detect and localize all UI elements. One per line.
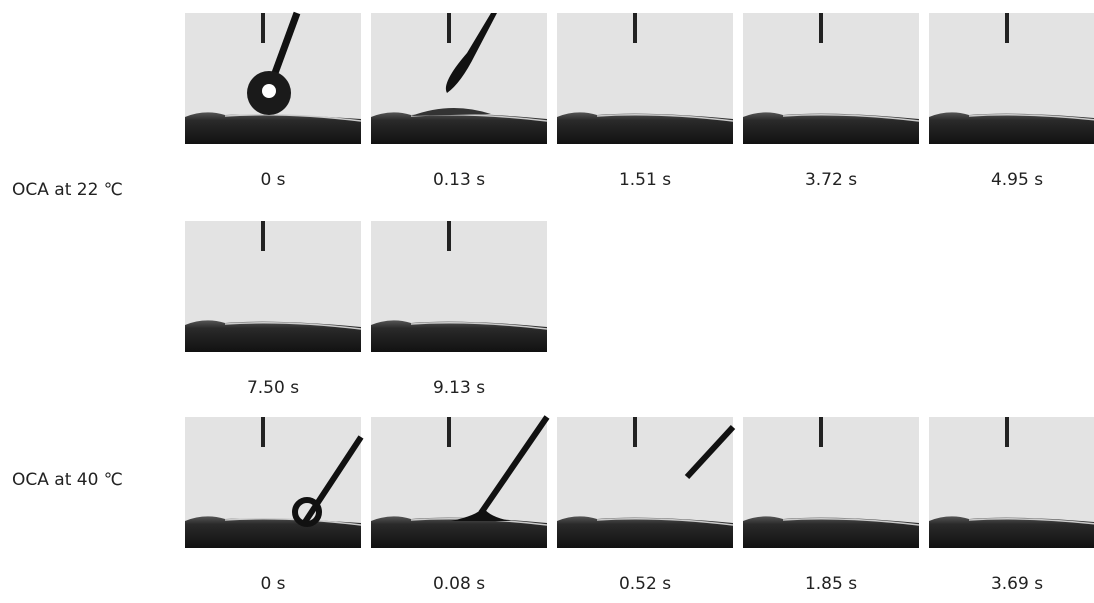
substrate xyxy=(185,320,361,352)
photo-frame xyxy=(929,13,1094,144)
photo-frame xyxy=(185,221,361,352)
time-label: 0 s xyxy=(260,574,285,594)
time-label: 7.50 s xyxy=(247,378,299,398)
row-label: OCA at 22 ℃ xyxy=(12,180,123,200)
photo-frame xyxy=(557,417,733,548)
droplet-glint xyxy=(262,84,276,98)
photo-frame xyxy=(557,13,733,144)
substrate xyxy=(743,516,919,548)
substrate xyxy=(371,320,547,352)
time-label: 0 s xyxy=(260,170,285,190)
time-label: 1.51 s xyxy=(619,170,671,190)
photo-frame xyxy=(371,13,547,144)
time-label: 0.13 s xyxy=(433,170,485,190)
photo-frame xyxy=(185,417,361,548)
time-label: 9.13 s xyxy=(433,378,485,398)
time-label: 4.95 s xyxy=(991,170,1043,190)
photo-frame xyxy=(743,417,919,548)
substrate xyxy=(557,112,733,144)
substrate xyxy=(371,516,547,548)
photo-frame xyxy=(929,417,1094,548)
row-label: OCA at 40 ℃ xyxy=(12,470,123,490)
time-label: 0.52 s xyxy=(619,574,671,594)
substrate xyxy=(743,112,919,144)
substrate xyxy=(557,516,733,548)
substrate xyxy=(371,112,547,144)
photo-frame xyxy=(371,221,547,352)
time-label: 3.72 s xyxy=(805,170,857,190)
time-label: 3.69 s xyxy=(991,574,1043,594)
photo-frame xyxy=(743,13,919,144)
time-label: 0.08 s xyxy=(433,574,485,594)
figure: OCA at 22 ℃ 0 s 0.13 s 1.51 s 3.72 s 4.95 s 7.… xyxy=(0,0,1094,603)
photo-frame xyxy=(371,417,547,548)
time-label: 1.85 s xyxy=(805,574,857,594)
photo-frame xyxy=(185,13,361,144)
